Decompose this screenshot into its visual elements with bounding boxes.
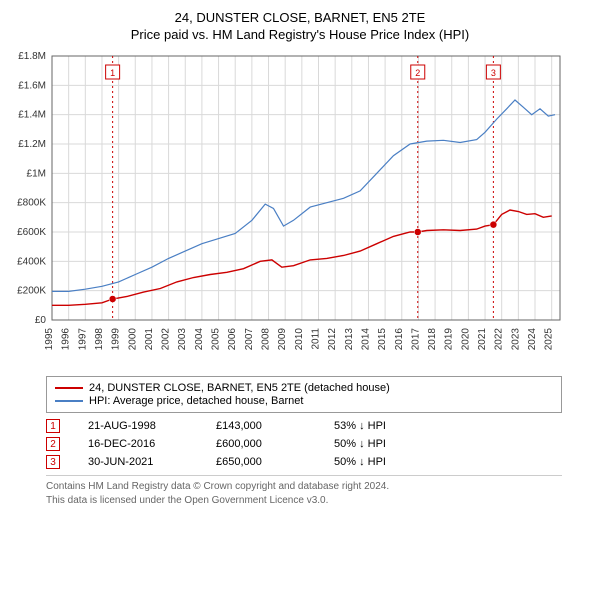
transaction-price: £650,000 (216, 456, 306, 468)
svg-text:2000: 2000 (127, 328, 138, 351)
svg-text:2005: 2005 (211, 328, 222, 351)
svg-text:2016: 2016 (394, 328, 405, 351)
svg-text:3: 3 (491, 68, 496, 78)
transaction-marker: 3 (46, 455, 60, 469)
transactions-table: 1 21-AUG-1998 £143,000 53% ↓ HPI 2 16-DEC-201… (46, 419, 562, 469)
svg-text:2021: 2021 (477, 328, 488, 351)
legend-label: 24, DUNSTER CLOSE, BARNET, EN5 2TE (deta… (89, 382, 390, 394)
transaction-date: 21-AUG-1998 (88, 420, 188, 432)
svg-text:2: 2 (415, 68, 420, 78)
line-chart: £0 £200K £400K £600K £800K £1M £1.2M £1.4M £1.6M… (8, 50, 568, 370)
svg-text:2010: 2010 (294, 328, 305, 351)
svg-text:1: 1 (110, 68, 115, 78)
transaction-price: £143,000 (216, 420, 306, 432)
legend-item: HPI: Average price, detached house, Barn… (55, 395, 553, 407)
transaction-date: 30-JUN-2021 (88, 456, 188, 468)
svg-text:2004: 2004 (194, 328, 205, 351)
svg-text:2013: 2013 (344, 328, 355, 351)
svg-text:2023: 2023 (510, 328, 521, 351)
svg-text:1997: 1997 (77, 328, 88, 351)
svg-text:2011: 2011 (310, 328, 321, 350)
transaction-row: 2 16-DEC-2016 £600,000 50% ↓ HPI (46, 437, 562, 451)
transaction-diff: 53% ↓ HPI (334, 420, 434, 432)
legend-swatch (55, 387, 83, 389)
footer-attribution: Contains HM Land Registry data © Crown c… (46, 475, 562, 508)
svg-text:2008: 2008 (261, 328, 272, 351)
svg-text:2003: 2003 (177, 328, 188, 351)
svg-text:2014: 2014 (360, 328, 371, 351)
svg-text:2018: 2018 (427, 328, 438, 351)
legend-swatch (55, 400, 83, 402)
svg-text:2017: 2017 (410, 328, 421, 351)
transaction-date: 16-DEC-2016 (88, 438, 188, 450)
svg-text:2025: 2025 (544, 328, 555, 351)
svg-text:£1.2M: £1.2M (18, 139, 46, 150)
transaction-row: 3 30-JUN-2021 £650,000 50% ↓ HPI (46, 455, 562, 469)
svg-text:2020: 2020 (460, 328, 471, 351)
svg-text:1999: 1999 (111, 328, 122, 351)
chart-container: £0 £200K £400K £600K £800K £1M £1.2M £1.4M £1.6M… (8, 50, 592, 370)
transaction-diff: 50% ↓ HPI (334, 456, 434, 468)
svg-text:£1M: £1M (27, 168, 46, 179)
svg-text:£0: £0 (35, 315, 47, 326)
svg-text:2019: 2019 (444, 328, 455, 351)
svg-text:2006: 2006 (227, 328, 238, 351)
svg-text:1998: 1998 (94, 328, 105, 351)
svg-text:£1.6M: £1.6M (18, 80, 46, 91)
transaction-row: 1 21-AUG-1998 £143,000 53% ↓ HPI (46, 419, 562, 433)
svg-text:£600K: £600K (17, 227, 46, 238)
svg-text:£800K: £800K (17, 198, 46, 209)
svg-text:£1.8M: £1.8M (18, 51, 46, 62)
svg-text:£200K: £200K (17, 286, 46, 297)
svg-text:1996: 1996 (61, 328, 72, 351)
transaction-price: £600,000 (216, 438, 306, 450)
svg-text:2007: 2007 (244, 328, 255, 351)
svg-text:£400K: £400K (17, 256, 46, 267)
svg-text:1995: 1995 (44, 328, 55, 351)
svg-text:2024: 2024 (527, 328, 538, 351)
svg-text:2001: 2001 (144, 328, 155, 351)
legend-item: 24, DUNSTER CLOSE, BARNET, EN5 2TE (deta… (55, 382, 553, 394)
svg-text:2022: 2022 (494, 328, 505, 351)
svg-text:£1.4M: £1.4M (18, 110, 46, 121)
legend-label: HPI: Average price, detached house, Barn… (89, 395, 303, 407)
transaction-marker: 2 (46, 437, 60, 451)
chart-subtitle: Price paid vs. HM Land Registry's House … (8, 27, 592, 42)
transaction-marker: 1 (46, 419, 60, 433)
legend: 24, DUNSTER CLOSE, BARNET, EN5 2TE (deta… (46, 376, 562, 413)
footer-line-2: This data is licensed under the Open Gov… (46, 494, 562, 508)
svg-text:2002: 2002 (161, 328, 172, 351)
chart-title: 24, DUNSTER CLOSE, BARNET, EN5 2TE (8, 10, 592, 25)
footer-line-1: Contains HM Land Registry data © Crown c… (46, 480, 562, 494)
svg-text:2009: 2009 (277, 328, 288, 351)
svg-text:2012: 2012 (327, 328, 338, 351)
transaction-diff: 50% ↓ HPI (334, 438, 434, 450)
svg-text:2015: 2015 (377, 328, 388, 351)
